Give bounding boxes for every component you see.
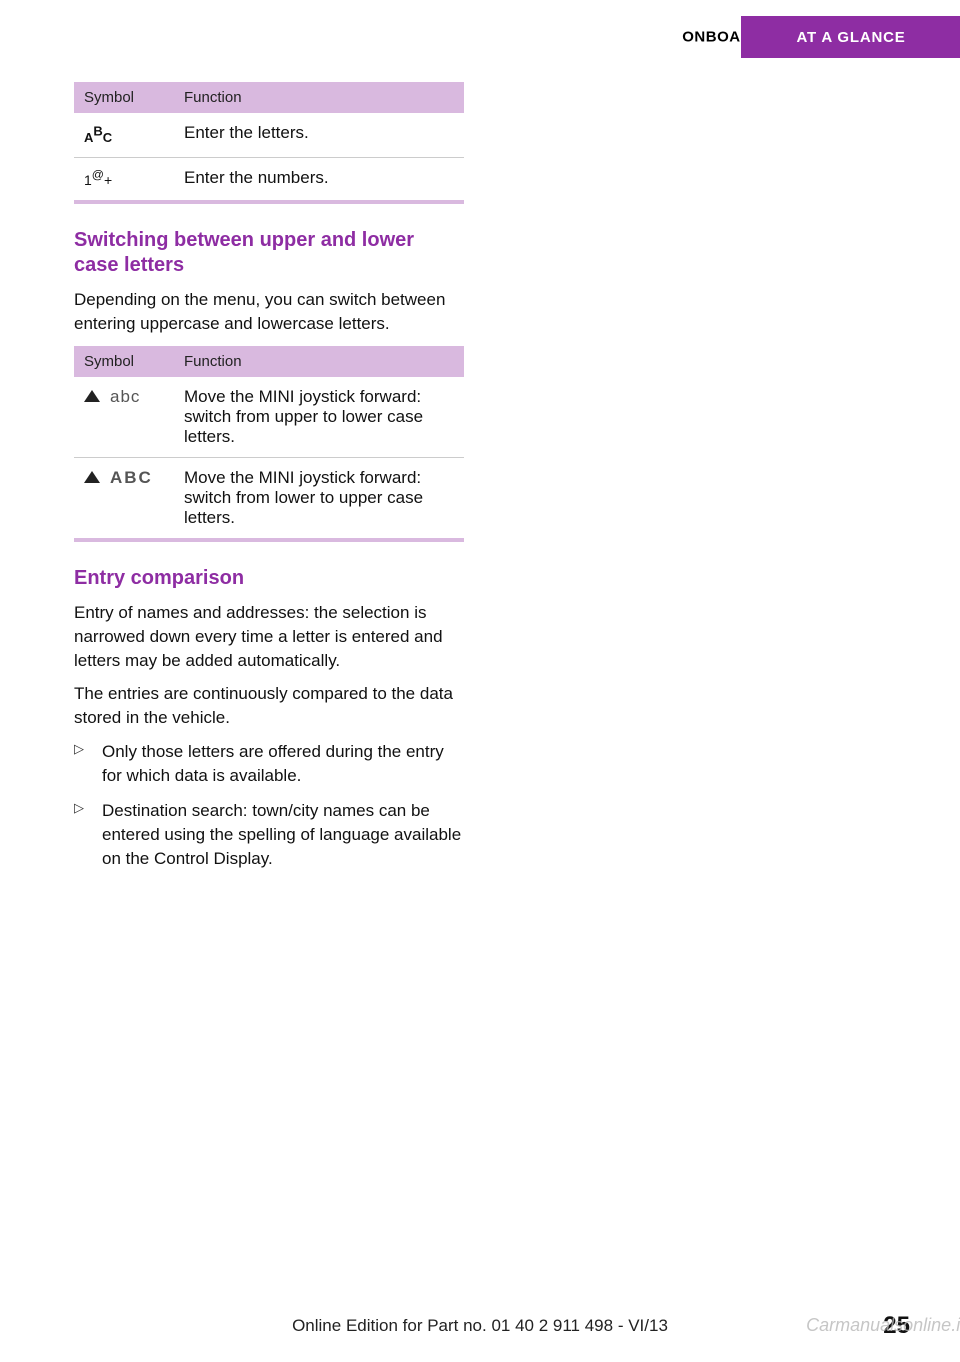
heading-entry-comparison: Entry comparison — [74, 566, 464, 591]
heading-switching-case: Switching between upper and lower case l… — [74, 228, 464, 278]
symbol-cell-letters: ABC — [74, 113, 174, 157]
triangle-up-icon — [84, 471, 100, 483]
symbol-function-table-2: Symbol Function abc Move the MINI joysti… — [74, 346, 464, 542]
header-tab-label: AT A GLANCE — [796, 29, 905, 46]
function-cell: Enter the numbers. — [174, 157, 464, 202]
page-header: ONBOARD MONITOR AT A GLANCE — [0, 16, 960, 58]
entry-bullets: Only those letters are offered during th… — [74, 740, 464, 871]
table-row: abc Move the MINI joystick forward: swit… — [74, 377, 464, 458]
symbol-cell-numbers: 1@+ — [74, 157, 174, 202]
table-row: ABC Move the MINI joystick forward: swit… — [74, 457, 464, 540]
content-column: Symbol Function ABC Enter the letters. 1… — [74, 82, 464, 883]
table1-head-symbol: Symbol — [74, 82, 174, 113]
uppercase-icon: ABC — [110, 468, 153, 488]
table2-head-function: Function — [174, 346, 464, 377]
para-entry-1: Entry of names and addresses: the select… — [74, 601, 464, 672]
para-entry-2: The entries are continuously compared to… — [74, 682, 464, 730]
numbers-icon: 1@+ — [84, 170, 112, 189]
lowercase-icon: abc — [110, 387, 140, 407]
para-switching-case: Depending on the menu, you can switch be… — [74, 288, 464, 336]
symbol-cell-uppercase: ABC — [74, 457, 174, 540]
symbol-cell-lowercase: abc — [74, 377, 174, 458]
table1-head-function: Function — [174, 82, 464, 113]
list-item: Destination search: town/city names can … — [74, 799, 464, 870]
triangle-up-icon — [84, 390, 100, 402]
function-cell: Move the MINI joystick forward: switch f… — [174, 377, 464, 458]
page: ONBOARD MONITOR AT A GLANCE Symbol Funct… — [0, 0, 960, 1362]
function-cell: Move the MINI joystick forward: switch f… — [174, 457, 464, 540]
watermark: Carmanualsonline.info — [806, 1315, 960, 1336]
symbol-function-table-1: Symbol Function ABC Enter the letters. 1… — [74, 82, 464, 204]
function-cell: Enter the letters. — [174, 113, 464, 157]
table-row: 1@+ Enter the numbers. — [74, 157, 464, 202]
abc-icon: ABC — [84, 127, 112, 146]
header-tab: AT A GLANCE — [741, 16, 960, 58]
list-item: Only those letters are offered during th… — [74, 740, 464, 788]
table2-head-symbol: Symbol — [74, 346, 174, 377]
table-row: ABC Enter the letters. — [74, 113, 464, 157]
